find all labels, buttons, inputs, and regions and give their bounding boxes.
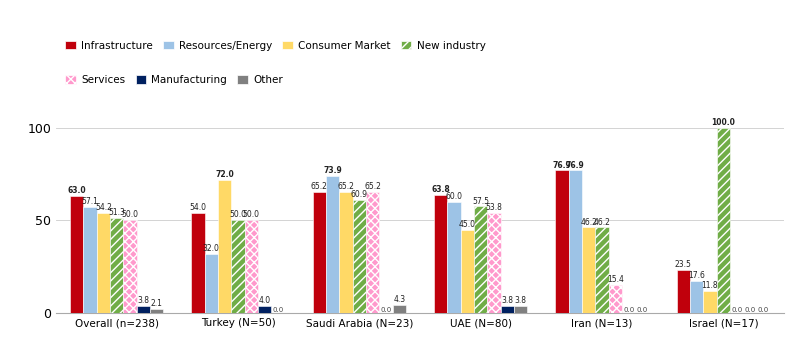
Bar [137,306,150,313]
Text: 15.4: 15.4 [607,275,624,284]
Text: 3.8: 3.8 [138,296,150,305]
Bar [582,227,595,313]
Text: 65.2: 65.2 [311,182,328,191]
Text: 51.3: 51.3 [108,208,125,217]
Bar [339,192,353,313]
Bar [191,213,205,313]
Text: 4.3: 4.3 [394,295,406,304]
Text: 3.8: 3.8 [502,296,514,305]
Bar [110,218,123,313]
Bar [218,179,231,313]
Text: 50.0: 50.0 [230,210,246,220]
Bar [326,176,339,313]
Bar [595,227,609,313]
Bar [245,220,258,313]
Bar [447,202,461,313]
Bar [487,213,501,313]
Bar [70,196,83,313]
Text: 0.0: 0.0 [381,307,392,313]
Text: 57.1: 57.1 [82,197,98,206]
Text: 60.0: 60.0 [446,192,462,201]
Legend: Services, Manufacturing, Other: Services, Manufacturing, Other [62,71,287,89]
Text: 0.0: 0.0 [745,307,756,313]
Text: 17.6: 17.6 [688,271,705,280]
Text: 45.0: 45.0 [459,220,476,229]
Text: 0.0: 0.0 [758,307,769,313]
Text: 63.8: 63.8 [431,185,450,194]
Bar [123,220,137,313]
Bar [353,200,366,313]
Bar [258,306,271,313]
Text: 65.2: 65.2 [364,182,381,191]
Bar [150,309,163,313]
Bar [461,230,474,313]
Text: 0.0: 0.0 [623,307,634,313]
Bar [83,207,97,313]
Text: 53.8: 53.8 [486,203,502,213]
Bar [313,192,326,313]
Bar [677,269,690,313]
Text: 57.5: 57.5 [472,197,489,205]
Text: 3.8: 3.8 [514,296,526,305]
Text: 76.9: 76.9 [566,161,585,169]
Bar [703,291,717,313]
Text: 0.0: 0.0 [731,307,742,313]
Bar [205,254,218,313]
Bar [231,220,245,313]
Bar [569,171,582,313]
Text: 46.2: 46.2 [580,218,597,226]
Text: 54.0: 54.0 [190,203,206,212]
Text: 32.0: 32.0 [203,244,220,253]
Text: 4.0: 4.0 [258,296,270,305]
Bar [690,281,703,313]
Text: 46.2: 46.2 [594,218,610,226]
Bar [97,213,110,313]
Text: 0.0: 0.0 [637,307,648,313]
Text: 54.2: 54.2 [95,203,112,212]
Bar [717,127,730,313]
Text: 50.0: 50.0 [243,210,260,220]
Bar [514,306,527,313]
Bar [393,305,406,313]
Text: 23.5: 23.5 [675,260,692,269]
Text: 100.0: 100.0 [711,117,735,127]
Bar [501,306,514,313]
Bar [555,171,569,313]
Text: 50.0: 50.0 [122,210,138,220]
Text: 76.9: 76.9 [553,161,571,169]
Text: 73.9: 73.9 [323,166,342,175]
Bar [366,192,379,313]
Text: 65.2: 65.2 [338,182,354,191]
Bar [474,206,487,313]
Bar [434,195,447,313]
Text: 63.0: 63.0 [67,186,86,195]
Text: 60.9: 60.9 [351,190,368,199]
Text: 72.0: 72.0 [215,169,234,179]
Text: 11.8: 11.8 [702,282,718,290]
Text: 0.0: 0.0 [273,307,284,313]
Text: 2.1: 2.1 [150,299,162,308]
Bar [609,285,622,313]
